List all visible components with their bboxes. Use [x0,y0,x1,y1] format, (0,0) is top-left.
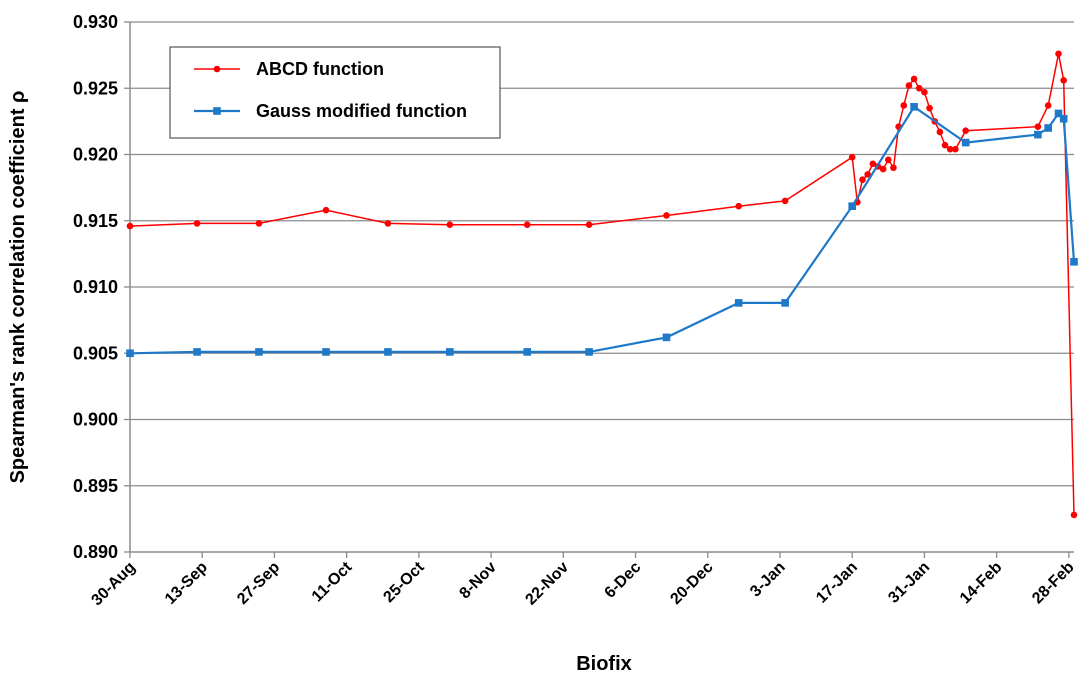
data-point-gauss [523,348,532,356]
y-axis-title: Spearman's rank correlation coefficient … [7,91,29,484]
legend-box [169,46,501,139]
data-point-abcd [864,171,871,178]
data-point-abcd [585,221,593,229]
data-point-abcd [781,197,789,205]
data-point-abcd [848,153,856,161]
data-point-gauss [781,299,789,307]
data-point-gauss [1054,109,1063,118]
x-axis-title: Biofix [576,653,632,675]
data-point-gauss [662,333,671,342]
data-point-abcd [255,220,263,227]
data-point-abcd [193,220,201,227]
legend-item-gauss: Gauss modified function [194,101,467,121]
data-series [126,50,1078,519]
y-tick-label: 0.910 [73,277,118,297]
data-point-gauss [446,348,454,356]
legend-item-abcd: ABCD function [194,59,384,79]
data-point-gauss [585,348,593,356]
data-point-gauss [255,348,263,356]
data-point-gauss [961,138,970,147]
data-point-abcd [936,128,944,136]
data-point-abcd [879,165,887,173]
x-tick-label: 13-Sep [162,559,211,608]
series-line-gauss [129,105,1076,355]
data-point-abcd [1044,102,1052,109]
data-point-abcd [890,164,897,172]
data-point-abcd [1070,511,1078,519]
data-point-gauss [734,299,743,307]
y-tick-label: 0.900 [73,410,118,430]
data-point-gauss [848,202,856,210]
data-point-abcd [1055,50,1062,58]
x-tick-label: 14-Feb [957,559,1006,608]
y-tick-labels: 0.890 0.895 0.900 0.905 0.910 0.915 0.920 0.925… [73,12,118,562]
data-point-abcd [926,104,933,112]
data-point-abcd [910,75,918,83]
data-point-gauss [126,349,134,358]
data-point-abcd [1034,123,1042,130]
legend-marker [213,65,221,73]
x-tick-label: 3-Jan [747,559,789,601]
axes [124,21,1074,558]
x-tick-label: 20-Dec [667,559,716,608]
x-tick-labels: 30-Aug 13-Sep 27-Sep 11-Oct 25-Oct 8-Nov 22-No… [88,558,1077,609]
legend-marker [213,107,221,115]
data-point-abcd [1060,77,1067,84]
legend-label: ABCD function [256,59,384,79]
data-point-gauss [384,348,392,356]
x-tick-label: 22-Nov [522,559,572,609]
y-tick-label: 0.920 [73,145,118,165]
data-point-abcd [884,156,892,164]
y-tick-label: 0.905 [73,343,118,363]
x-tick-label: 6-Dec [602,559,645,602]
series-abcd [126,50,1078,519]
data-point-abcd [869,160,877,168]
data-point-gauss [322,348,330,356]
data-point-abcd [859,176,866,183]
y-tick-label: 0.915 [73,211,118,231]
y-tick-label: 0.890 [73,542,118,562]
x-tick-label: 31-Jan [885,559,933,607]
x-tick-label: 28-Feb [1029,559,1078,608]
data-point-abcd [952,145,959,153]
data-point-abcd [735,202,742,210]
data-point-abcd [126,222,134,230]
data-point-abcd [915,84,923,92]
data-point-gauss [1059,114,1068,123]
data-point-abcd [962,127,969,134]
series-gauss [126,103,1078,358]
data-point-gauss [1044,124,1053,132]
data-point-gauss [1070,258,1078,266]
data-point-abcd [663,212,670,219]
y-tick-label: 0.925 [73,78,118,98]
data-point-gauss [1034,130,1042,139]
legend: ABCD function Gauss modified function [169,46,501,139]
data-point-abcd [384,220,392,227]
data-point-gauss [193,348,201,356]
y-tick-label: 0.895 [73,476,118,496]
data-point-abcd [941,141,949,149]
data-point-abcd [446,221,454,229]
data-point-abcd [905,82,913,89]
x-tick-label: 25-Oct [380,558,428,606]
data-point-abcd [921,88,928,96]
data-point-abcd [523,221,531,229]
data-point-abcd [946,145,954,153]
data-point-abcd [900,102,908,109]
x-tick-label: 17-Jan [813,559,861,607]
y-tick-label: 0.930 [73,12,118,32]
x-tick-label: 11-Oct [309,558,356,605]
data-point-abcd [322,206,330,214]
x-tick-label: 8-Nov [456,559,500,603]
x-tick-label: 27-Sep [234,559,283,608]
legend-label: Gauss modified function [256,101,467,121]
x-tick-label: 30-Aug [88,559,138,609]
data-point-gauss [910,103,918,111]
